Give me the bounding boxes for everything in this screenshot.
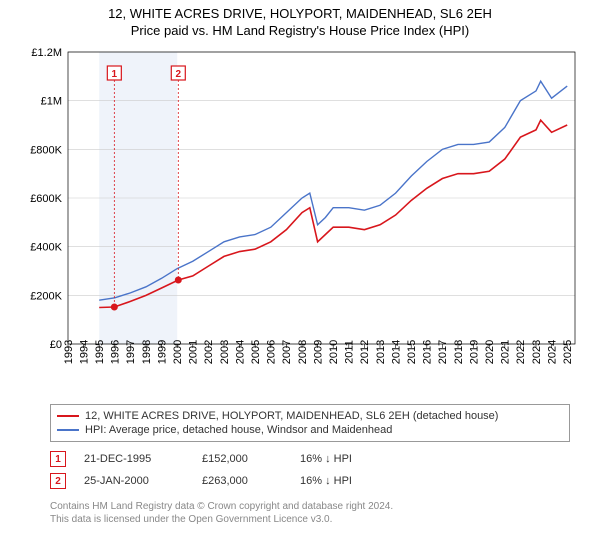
title-line-1: 12, WHITE ACRES DRIVE, HOLYPORT, MAIDENH… <box>0 6 600 21</box>
svg-text:2009: 2009 <box>312 340 324 364</box>
svg-text:2006: 2006 <box>266 340 278 364</box>
legend-swatch <box>57 429 79 431</box>
svg-text:1993: 1993 <box>63 340 75 364</box>
footer-attribution: Contains HM Land Registry data © Crown c… <box>50 500 570 526</box>
legend-swatch <box>57 415 79 417</box>
transaction-marker: 1 <box>50 451 66 467</box>
svg-text:1995: 1995 <box>94 340 106 364</box>
svg-text:1994: 1994 <box>78 340 90 364</box>
svg-text:2001: 2001 <box>188 340 200 364</box>
svg-text:2: 2 <box>176 69 182 80</box>
svg-text:2016: 2016 <box>422 340 434 364</box>
page: 12, WHITE ACRES DRIVE, HOLYPORT, MAIDENH… <box>0 0 600 526</box>
legend-item: 12, WHITE ACRES DRIVE, HOLYPORT, MAIDENH… <box>57 409 563 423</box>
svg-text:2017: 2017 <box>437 340 449 364</box>
legend-label: HPI: Average price, detached house, Wind… <box>85 424 392 436</box>
svg-text:1: 1 <box>112 69 118 80</box>
svg-text:1998: 1998 <box>141 340 153 364</box>
chart-area: £0 £200K £400K £600K £800K £1M £1.2M 19931994 19… <box>20 44 580 394</box>
svg-text:2008: 2008 <box>297 340 309 364</box>
transaction-pct: 16% ↓ HPI <box>300 475 390 487</box>
svg-text:2022: 2022 <box>515 340 527 364</box>
svg-text:2014: 2014 <box>390 340 402 364</box>
svg-text:2023: 2023 <box>531 340 543 364</box>
footer-line-1: Contains HM Land Registry data © Crown c… <box>50 500 570 513</box>
chart-titles: 12, WHITE ACRES DRIVE, HOLYPORT, MAIDENH… <box>0 0 600 40</box>
svg-text:2007: 2007 <box>281 340 293 364</box>
svg-text:2013: 2013 <box>375 340 387 364</box>
svg-text:£800K: £800K <box>30 144 62 156</box>
title-line-2: Price paid vs. HM Land Registry's House … <box>0 23 600 38</box>
svg-text:2005: 2005 <box>250 340 262 364</box>
transaction-date: 25-JAN-2000 <box>84 475 184 487</box>
legend-label: 12, WHITE ACRES DRIVE, HOLYPORT, MAIDENH… <box>85 410 498 422</box>
footer-line-2: This data is licensed under the Open Gov… <box>50 513 570 526</box>
svg-text:£1M: £1M <box>41 96 62 108</box>
svg-text:2021: 2021 <box>500 340 512 364</box>
line-chart: £0 £200K £400K £600K £800K £1M £1.2M 19931994 19… <box>20 44 580 394</box>
transactions-table: 1 21-DEC-1995 £152,000 16% ↓ HPI 2 25-JAN-200… <box>50 448 570 492</box>
svg-text:2015: 2015 <box>406 340 418 364</box>
svg-text:2002: 2002 <box>203 340 215 364</box>
svg-text:2018: 2018 <box>453 340 465 364</box>
svg-text:2019: 2019 <box>468 340 480 364</box>
transaction-price: £152,000 <box>202 453 282 465</box>
svg-text:£200K: £200K <box>30 290 62 302</box>
legend: 12, WHITE ACRES DRIVE, HOLYPORT, MAIDENH… <box>50 404 570 442</box>
svg-text:1999: 1999 <box>156 340 168 364</box>
svg-text:£1.2M: £1.2M <box>31 47 62 59</box>
transaction-row: 2 25-JAN-2000 £263,000 16% ↓ HPI <box>50 470 570 492</box>
transaction-date: 21-DEC-1995 <box>84 453 184 465</box>
transaction-row: 1 21-DEC-1995 £152,000 16% ↓ HPI <box>50 448 570 470</box>
svg-text:2003: 2003 <box>219 340 231 364</box>
transaction-pct: 16% ↓ HPI <box>300 453 390 465</box>
svg-text:2012: 2012 <box>359 340 371 364</box>
svg-text:£0: £0 <box>50 339 62 351</box>
svg-text:2025: 2025 <box>562 340 574 364</box>
svg-text:1996: 1996 <box>110 340 122 364</box>
transaction-price: £263,000 <box>202 475 282 487</box>
svg-text:2010: 2010 <box>328 340 340 364</box>
svg-text:2004: 2004 <box>234 340 246 364</box>
legend-item: HPI: Average price, detached house, Wind… <box>57 423 563 437</box>
svg-text:2020: 2020 <box>484 340 496 364</box>
svg-text:2024: 2024 <box>546 340 558 364</box>
svg-text:2000: 2000 <box>172 340 184 364</box>
svg-text:1997: 1997 <box>125 340 137 364</box>
svg-text:£400K: £400K <box>30 242 62 254</box>
svg-text:£600K: £600K <box>30 193 62 205</box>
transaction-marker: 2 <box>50 473 66 489</box>
